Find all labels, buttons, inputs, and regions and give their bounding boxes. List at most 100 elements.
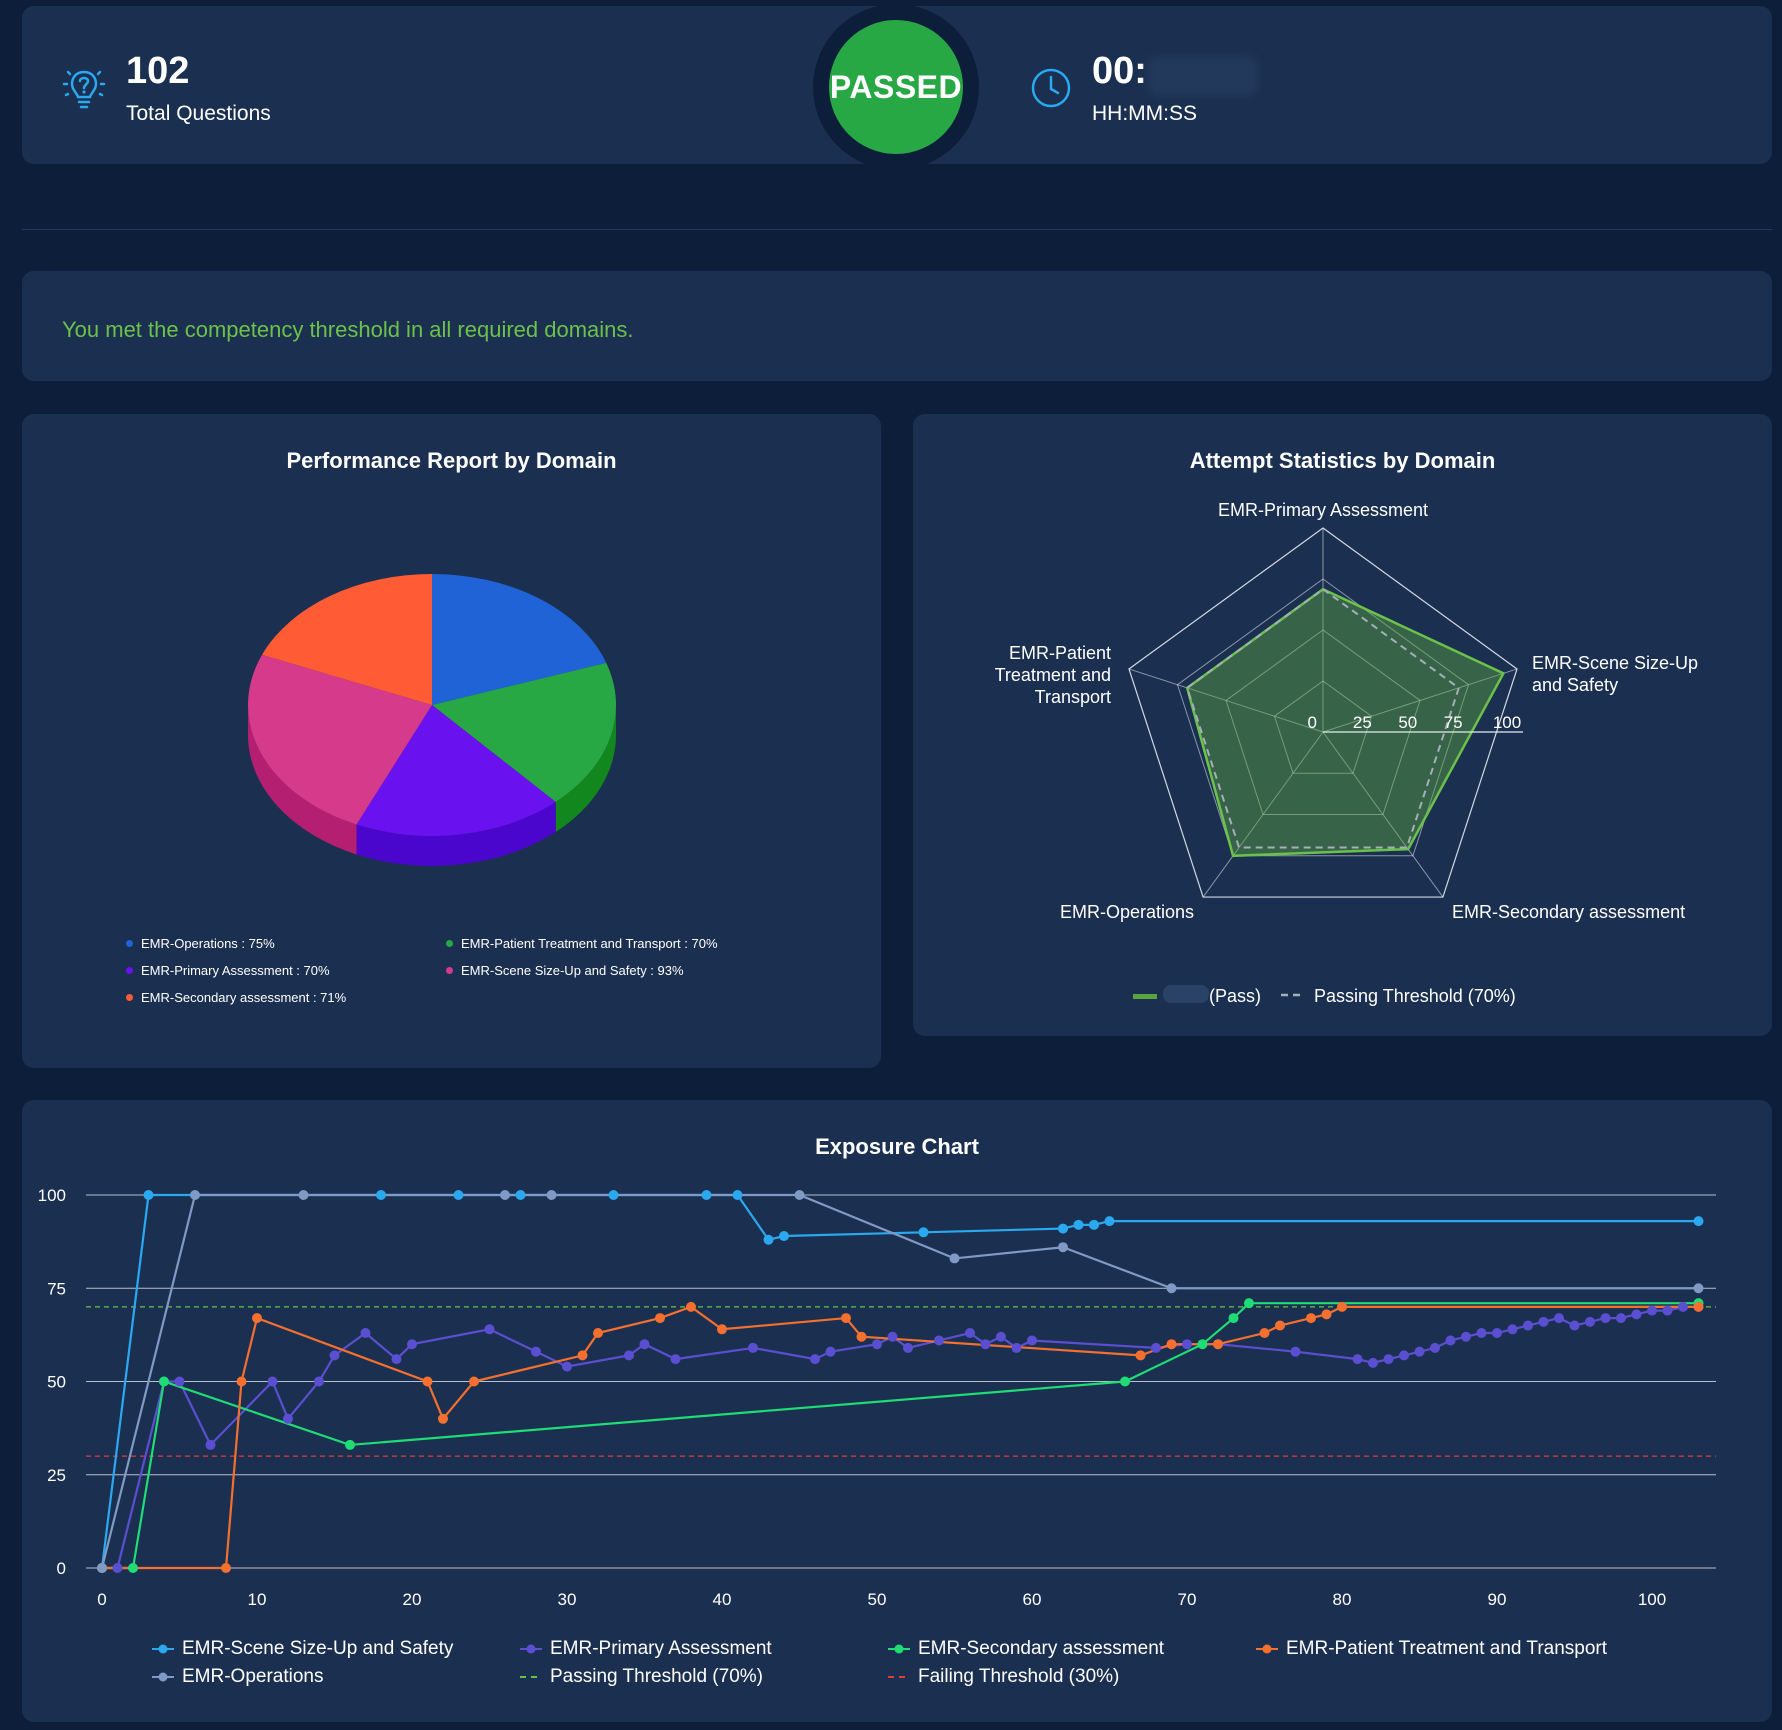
pie-legend-item[interactable]: EMR-Secondary assessment : 71%	[126, 990, 346, 1005]
line-legend-item[interactable]: Passing Threshold (70%)	[520, 1666, 763, 1688]
data-point[interactable]	[670, 1354, 681, 1365]
radar-legend-pass-label[interactable]: (Pass)	[1209, 986, 1261, 1006]
data-point[interactable]	[174, 1376, 185, 1387]
data-point[interactable]	[903, 1342, 913, 1353]
data-point[interactable]	[407, 1339, 417, 1350]
data-point[interactable]	[314, 1376, 324, 1387]
data-point[interactable]	[97, 1563, 107, 1573]
data-point[interactable]	[1538, 1316, 1549, 1327]
data-point[interactable]	[1461, 1331, 1471, 1342]
data-point[interactable]	[934, 1335, 944, 1346]
data-point[interactable]	[686, 1301, 696, 1312]
data-point[interactable]	[1678, 1301, 1688, 1312]
data-point[interactable]	[1662, 1305, 1673, 1316]
pie-legend-item[interactable]: EMR-Scene Size-Up and Safety : 93%	[446, 963, 684, 978]
data-point[interactable]	[980, 1339, 991, 1350]
data-point[interactable]	[949, 1253, 960, 1264]
data-point[interactable]	[1600, 1313, 1611, 1324]
data-point[interactable]	[1445, 1335, 1456, 1346]
data-point[interactable]	[1693, 1216, 1704, 1227]
data-point[interactable]	[825, 1346, 836, 1357]
data-point[interactable]	[1306, 1313, 1316, 1324]
data-point[interactable]	[1368, 1357, 1378, 1368]
data-point[interactable]	[872, 1339, 882, 1350]
data-point[interactable]	[1476, 1328, 1487, 1339]
data-point[interactable]	[500, 1190, 510, 1200]
data-point[interactable]	[267, 1376, 278, 1387]
data-point[interactable]	[1197, 1339, 1208, 1350]
data-point[interactable]	[593, 1328, 603, 1339]
data-point[interactable]	[1430, 1342, 1440, 1353]
data-point[interactable]	[391, 1354, 402, 1365]
pie-legend-item[interactable]: EMR-Patient Treatment and Transport : 70…	[446, 936, 718, 951]
data-point[interactable]	[221, 1563, 231, 1573]
pie-legend-item[interactable]: EMR-Operations : 75%	[126, 936, 275, 951]
data-point[interactable]	[856, 1331, 867, 1342]
data-point[interactable]	[515, 1190, 526, 1200]
data-point[interactable]	[1585, 1316, 1595, 1327]
data-point[interactable]	[546, 1190, 557, 1200]
data-point[interactable]	[1321, 1309, 1332, 1320]
data-point[interactable]	[639, 1339, 650, 1350]
data-point[interactable]	[1647, 1305, 1657, 1316]
data-point[interactable]	[1275, 1320, 1285, 1331]
data-point[interactable]	[841, 1313, 851, 1324]
data-point[interactable]	[1151, 1342, 1161, 1353]
data-point[interactable]	[655, 1313, 665, 1324]
data-point[interactable]	[453, 1190, 464, 1200]
data-point[interactable]	[438, 1413, 448, 1424]
data-point[interactable]	[810, 1354, 820, 1365]
data-point[interactable]	[1135, 1350, 1146, 1361]
data-point[interactable]	[345, 1439, 355, 1450]
data-point[interactable]	[717, 1324, 727, 1335]
data-point[interactable]	[1616, 1313, 1626, 1324]
data-point[interactable]	[205, 1439, 216, 1450]
data-point[interactable]	[1228, 1313, 1239, 1324]
data-point[interactable]	[283, 1413, 293, 1424]
data-point[interactable]	[779, 1231, 789, 1242]
line-legend-item[interactable]: EMR-Secondary assessment	[888, 1638, 1164, 1660]
data-point[interactable]	[794, 1190, 805, 1200]
data-point[interactable]	[1073, 1219, 1084, 1230]
data-point[interactable]	[190, 1190, 200, 1200]
data-point[interactable]	[360, 1328, 371, 1339]
data-point[interactable]	[484, 1324, 495, 1335]
data-point[interactable]	[732, 1190, 743, 1200]
data-point[interactable]	[329, 1350, 340, 1361]
data-point[interactable]	[143, 1190, 154, 1200]
data-point[interactable]	[531, 1346, 541, 1357]
data-point[interactable]	[1011, 1342, 1022, 1353]
data-point[interactable]	[1120, 1376, 1130, 1387]
data-point[interactable]	[1259, 1328, 1270, 1339]
data-point[interactable]	[1569, 1320, 1580, 1331]
data-point[interactable]	[159, 1376, 169, 1387]
data-point[interactable]	[1244, 1298, 1254, 1309]
data-point[interactable]	[1352, 1354, 1363, 1365]
data-point[interactable]	[1507, 1324, 1518, 1335]
data-point[interactable]	[1290, 1346, 1301, 1357]
data-point[interactable]	[469, 1376, 479, 1387]
line-legend-item[interactable]: EMR-Operations	[152, 1666, 324, 1688]
data-point[interactable]	[1104, 1216, 1115, 1227]
data-point[interactable]	[996, 1331, 1006, 1342]
data-point[interactable]	[965, 1328, 975, 1339]
data-point[interactable]	[887, 1331, 898, 1342]
data-point[interactable]	[1058, 1223, 1068, 1234]
line-legend-item[interactable]: EMR-Scene Size-Up and Safety	[152, 1638, 453, 1660]
data-point[interactable]	[1523, 1320, 1533, 1331]
data-point[interactable]	[1027, 1335, 1037, 1346]
data-point[interactable]	[1693, 1301, 1704, 1312]
data-point[interactable]	[1337, 1301, 1347, 1312]
data-point[interactable]	[422, 1376, 433, 1387]
data-point[interactable]	[112, 1563, 123, 1573]
data-point[interactable]	[1631, 1309, 1642, 1320]
data-point[interactable]	[1166, 1283, 1177, 1294]
data-point[interactable]	[236, 1376, 247, 1387]
data-point[interactable]	[562, 1361, 572, 1372]
data-point[interactable]	[252, 1313, 262, 1324]
data-point[interactable]	[1693, 1283, 1704, 1294]
data-point[interactable]	[1213, 1339, 1223, 1350]
line-legend-item[interactable]: EMR-Patient Treatment and Transport	[1256, 1638, 1607, 1660]
data-point[interactable]	[608, 1190, 619, 1200]
data-point[interactable]	[1182, 1339, 1192, 1350]
